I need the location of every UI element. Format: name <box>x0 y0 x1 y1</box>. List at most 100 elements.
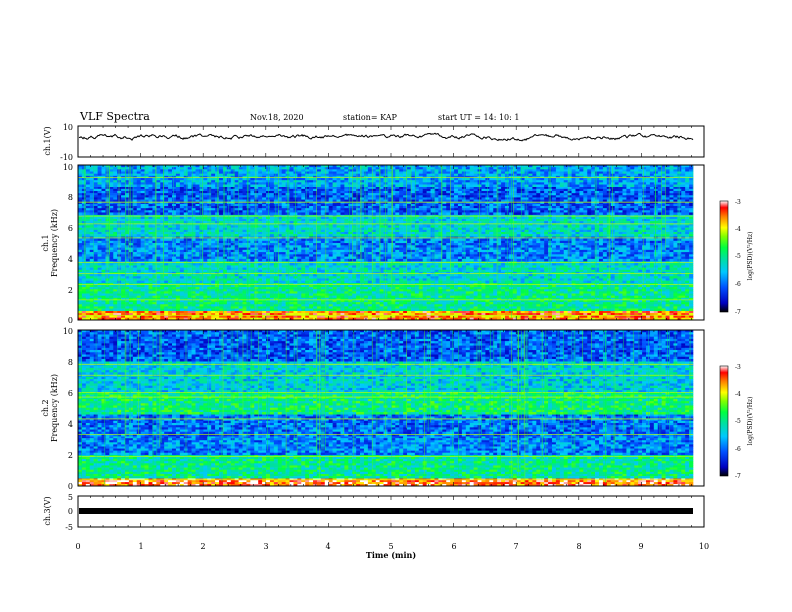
spectrogram-cell <box>309 284 314 288</box>
spectrogram-cell <box>414 315 420 318</box>
spectrogram-cell <box>454 238 459 242</box>
spectrogram-cell <box>175 278 181 281</box>
spectrogram-cell <box>403 240 408 244</box>
spectrogram-cell <box>156 295 161 299</box>
spectrogram-cell <box>457 269 463 273</box>
spectrogram-cell <box>266 284 271 288</box>
spectrogram-cell <box>375 295 380 299</box>
spectrogram-cell <box>407 289 412 292</box>
spectrogram-cell <box>559 310 565 314</box>
spectrogram-cell <box>622 313 627 316</box>
spectrogram-cell <box>269 293 275 296</box>
spectrogram-cell <box>97 238 102 242</box>
spectrogram-cell <box>113 310 118 314</box>
spectrogram-cell <box>501 276 506 279</box>
spectrogram-cell <box>234 263 239 266</box>
spectrogram-cell <box>504 315 510 318</box>
spectrogram-cell <box>532 315 537 318</box>
spectrogram-cell <box>109 302 114 305</box>
spectrogram-cell <box>328 302 333 305</box>
spectrogram-cell <box>258 245 263 248</box>
spectrogram-cell <box>493 243 498 246</box>
spectrogram-cell <box>164 284 169 288</box>
spectrogram-cell <box>320 238 326 242</box>
spectrogram-cell <box>172 287 177 290</box>
spectrogram-cell <box>230 278 235 281</box>
spectrogram-cell <box>497 280 502 284</box>
spectrogram-cell <box>93 304 98 307</box>
spectrogram-cell <box>610 278 615 281</box>
spectrogram-cell <box>297 291 302 294</box>
spectrogram-cell <box>540 243 545 246</box>
spectrogram-cell <box>242 280 247 284</box>
spectrogram-cell <box>410 287 416 290</box>
spectrogram-cell <box>238 267 243 271</box>
spectrogram-cell <box>430 293 435 296</box>
spectrogram-cell <box>446 280 451 284</box>
spectrogram-cell <box>575 313 580 316</box>
spectrogram-cell <box>121 263 126 266</box>
spectrogram-cell <box>434 284 439 288</box>
spectrogram-cell <box>563 238 568 242</box>
spectrogram-cell <box>559 317 565 321</box>
spectrogram-cell <box>254 263 259 266</box>
spectrogram-cell <box>269 240 275 244</box>
spectrogram-cell <box>677 284 682 288</box>
spectrogram-cell <box>371 308 377 311</box>
spectrogram-cell <box>242 269 247 273</box>
spectrogram-cell <box>387 265 392 268</box>
spectrogram-cell <box>485 267 490 271</box>
spectrogram-cell <box>442 267 447 271</box>
spectrogram-cell <box>548 306 553 309</box>
spectrogram-cell <box>434 313 439 316</box>
spectrogram-cell <box>508 315 514 318</box>
spectrogram-cell <box>489 295 494 299</box>
spectrogram-cell <box>109 297 114 301</box>
spectrogram-cell <box>168 278 173 281</box>
spectrogram-cell <box>363 274 369 277</box>
spectrogram-cell <box>344 287 349 290</box>
spectrogram-cell <box>226 274 232 277</box>
spectrogram-cell <box>602 313 608 316</box>
spectrogram-cell <box>109 263 114 266</box>
spectrogram-cell <box>555 308 561 311</box>
spectrogram-cell <box>328 276 333 279</box>
spectrogram-cell <box>277 274 282 277</box>
spectrogram-cell <box>234 287 239 290</box>
spectrogram-cell <box>164 245 169 248</box>
spectrogram-cell <box>555 243 561 246</box>
spectrogram-cell <box>638 293 643 296</box>
spectrogram-cell <box>187 295 192 299</box>
spectrogram-cell <box>422 293 427 296</box>
spectrogram-cell <box>501 267 506 271</box>
spectrogram-cell <box>610 299 615 303</box>
spectrogram-cell <box>97 267 102 271</box>
spectrogram-cell <box>563 310 568 314</box>
spectrogram-cell <box>97 245 102 248</box>
spectrogram-cell <box>395 278 400 281</box>
spectrogram-cell <box>297 243 302 246</box>
spectrogram-cell <box>305 315 310 318</box>
spectrogram-cell <box>595 276 600 279</box>
spectrogram-cell <box>587 274 592 277</box>
spectrogram-cell <box>105 295 110 299</box>
spectrogram-cell <box>352 284 357 288</box>
spectrogram-cell <box>497 269 502 273</box>
spectrogram-cell <box>638 306 643 309</box>
spectrogram-cell <box>457 278 463 281</box>
spectrogram-cell <box>336 267 341 271</box>
spectrogram-cell <box>595 238 600 242</box>
spectrogram-cell <box>156 304 161 307</box>
spectrogram-cell <box>642 302 647 305</box>
spectrogram-cell <box>512 310 518 314</box>
spectrogram-cell <box>395 243 400 246</box>
spectrogram-cell <box>320 293 326 296</box>
spectrogram-cell <box>250 280 255 284</box>
spectrogram-cell <box>191 306 196 309</box>
spectrogram-cell <box>504 306 510 309</box>
spectrogram-cell <box>101 313 106 316</box>
spectrogram-cell <box>203 317 208 321</box>
spectrogram-cell <box>379 315 384 318</box>
spectrogram-cell <box>301 308 306 311</box>
spectrogram-cell <box>591 265 596 268</box>
